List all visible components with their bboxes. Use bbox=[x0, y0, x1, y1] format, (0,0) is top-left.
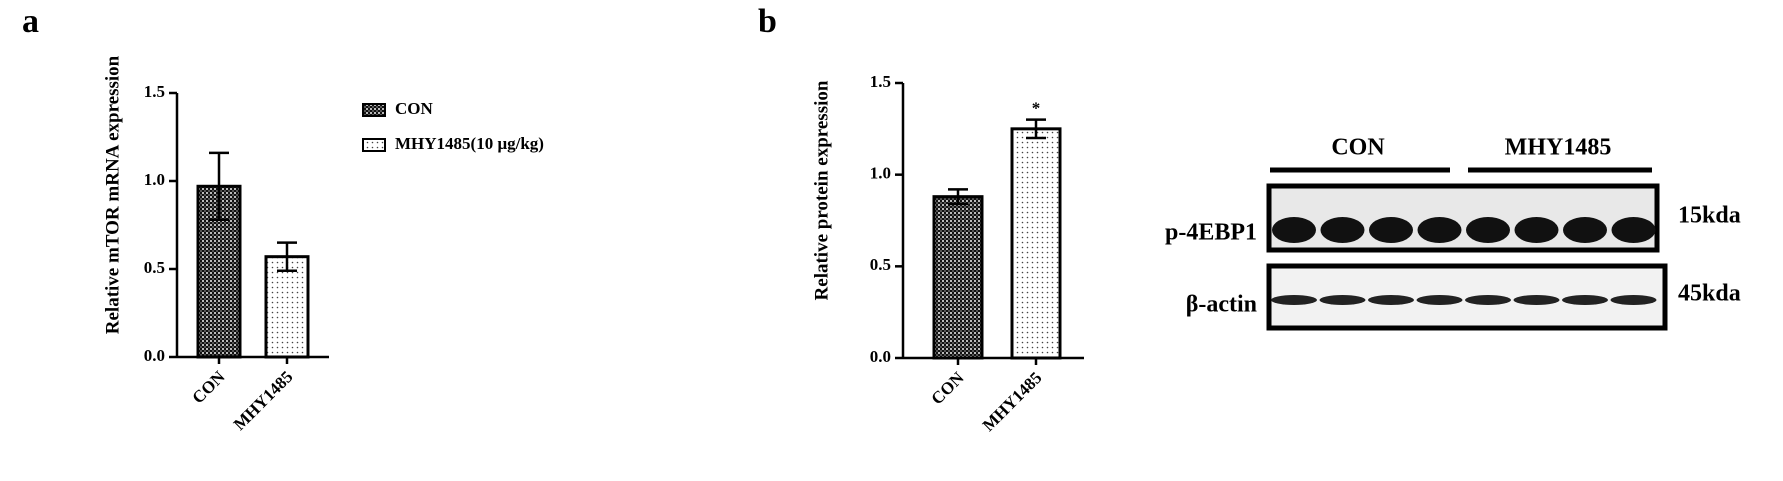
y-tick-label: 1.5 bbox=[870, 72, 891, 91]
x-tick-label: MHY1485 bbox=[230, 367, 297, 434]
legend-swatch bbox=[362, 103, 386, 117]
y-tick-label: 1.0 bbox=[870, 164, 891, 183]
x-tick-label: MHY1485 bbox=[979, 368, 1046, 435]
band bbox=[1369, 217, 1413, 243]
error-bar bbox=[277, 241, 297, 273]
y-tick-label: 1.0 bbox=[144, 170, 165, 189]
bar bbox=[1010, 127, 1062, 360]
band bbox=[1611, 217, 1656, 243]
error-bar bbox=[948, 188, 968, 206]
band bbox=[1368, 295, 1414, 305]
y-tick-label: 0.5 bbox=[870, 255, 891, 274]
panel-letter: b bbox=[758, 3, 777, 40]
band bbox=[1610, 295, 1657, 305]
band bbox=[1514, 217, 1559, 243]
western-blot: CON MHY1485 p-4EBP1 β-actin 15kda 45kda bbox=[1165, 135, 1741, 331]
band bbox=[1320, 217, 1365, 243]
band bbox=[1417, 217, 1462, 243]
y-tick-label: 1.5 bbox=[144, 82, 165, 101]
band bbox=[1563, 217, 1607, 243]
row-size: 45kda bbox=[1678, 281, 1741, 307]
band bbox=[1513, 295, 1560, 305]
row-label: p-4EBP1 bbox=[1165, 220, 1257, 246]
y-axis-label: Relative mTOR mRNA expression bbox=[102, 55, 123, 334]
blot-group: MHY1485 bbox=[1505, 135, 1612, 161]
band bbox=[1272, 217, 1316, 243]
error-bar bbox=[1026, 118, 1046, 140]
blot-box bbox=[1266, 183, 1660, 253]
band bbox=[1271, 295, 1317, 305]
row-label: β-actin bbox=[1186, 292, 1257, 318]
band bbox=[1319, 295, 1366, 305]
legend-label: MHY1485(10 μg/kg) bbox=[395, 134, 544, 153]
y-tick-label: 0.0 bbox=[144, 346, 165, 365]
error-bar bbox=[209, 151, 229, 221]
blot-group: CON bbox=[1331, 135, 1385, 161]
y-tick-label: 0.0 bbox=[870, 347, 891, 366]
x-tick-label: CON bbox=[927, 368, 968, 409]
band bbox=[1562, 295, 1608, 305]
x-tick-label: CON bbox=[188, 367, 229, 408]
annotation: * bbox=[1032, 99, 1041, 118]
panel-letter: a bbox=[22, 3, 39, 40]
band bbox=[1465, 295, 1511, 305]
y-axis-label: Relative protein expression bbox=[811, 80, 832, 300]
legend-label: CON bbox=[395, 99, 434, 118]
band bbox=[1466, 217, 1510, 243]
legend-swatch bbox=[362, 138, 386, 152]
y-tick-label: 0.5 bbox=[144, 258, 165, 277]
bar bbox=[932, 195, 984, 360]
row-size: 15kda bbox=[1678, 203, 1741, 229]
band bbox=[1416, 295, 1463, 305]
